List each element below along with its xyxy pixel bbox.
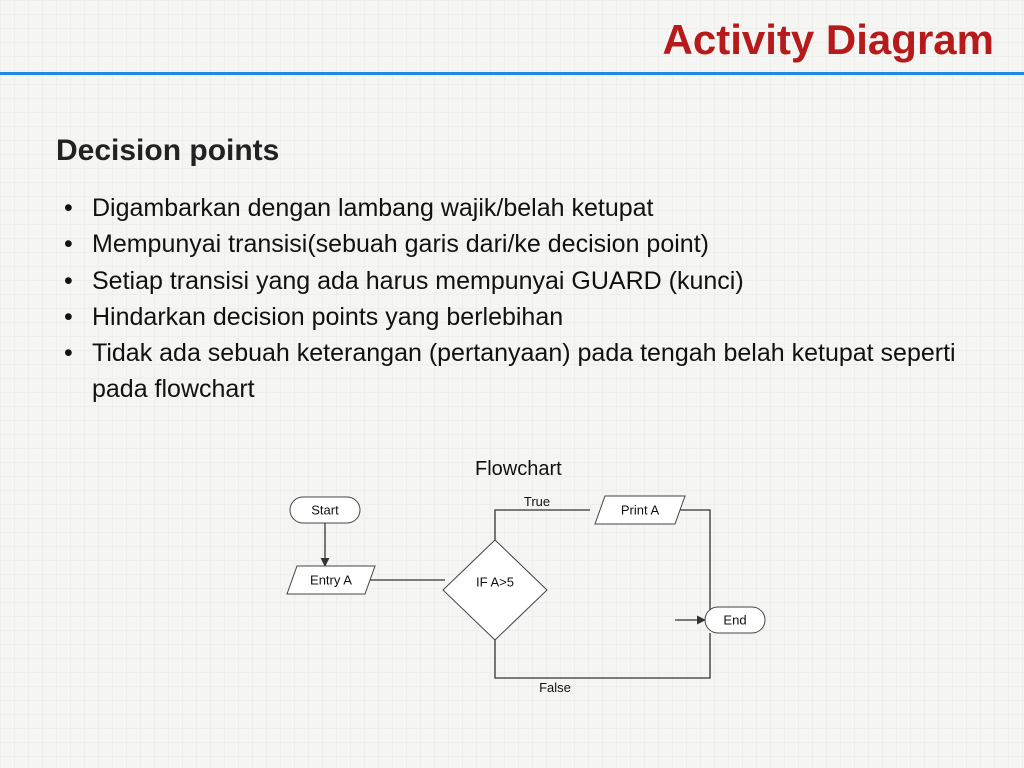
svg-text:Print A: Print A xyxy=(621,502,660,517)
node-start: Start xyxy=(290,497,360,523)
node-entry: Entry A xyxy=(287,566,375,594)
slide-subtitle: Decision points xyxy=(56,134,279,168)
node-print: Print A xyxy=(595,496,685,524)
flowchart-diagram: True False Start Entry A IF A>5 Print A … xyxy=(235,480,795,740)
bullet-item: Mempunyai transisi(sebuah garis dari/ke … xyxy=(56,226,956,262)
edge-label-true: True xyxy=(524,494,550,509)
flowchart-title: Flowchart xyxy=(475,458,562,481)
title-underline xyxy=(0,72,1024,75)
bullet-list: Digambarkan dengan lambang wajik/belah k… xyxy=(56,190,956,408)
slide-title: Activity Diagram xyxy=(663,16,994,64)
node-condition: IF A>5 xyxy=(443,540,547,640)
edge-label-false: False xyxy=(539,680,571,695)
bullet-item: Tidak ada sebuah keterangan (pertanyaan)… xyxy=(56,335,956,408)
svg-text:Entry A: Entry A xyxy=(310,572,352,587)
svg-text:Start: Start xyxy=(311,502,339,517)
bullet-item: Digambarkan dengan lambang wajik/belah k… xyxy=(56,190,956,226)
bullet-item: Setiap transisi yang ada harus mempunyai… xyxy=(56,263,956,299)
bullet-item: Hindarkan decision points yang berlebiha… xyxy=(56,299,956,335)
node-end: End xyxy=(705,607,765,633)
svg-text:End: End xyxy=(723,612,746,627)
svg-text:IF A>5: IF A>5 xyxy=(476,574,514,589)
